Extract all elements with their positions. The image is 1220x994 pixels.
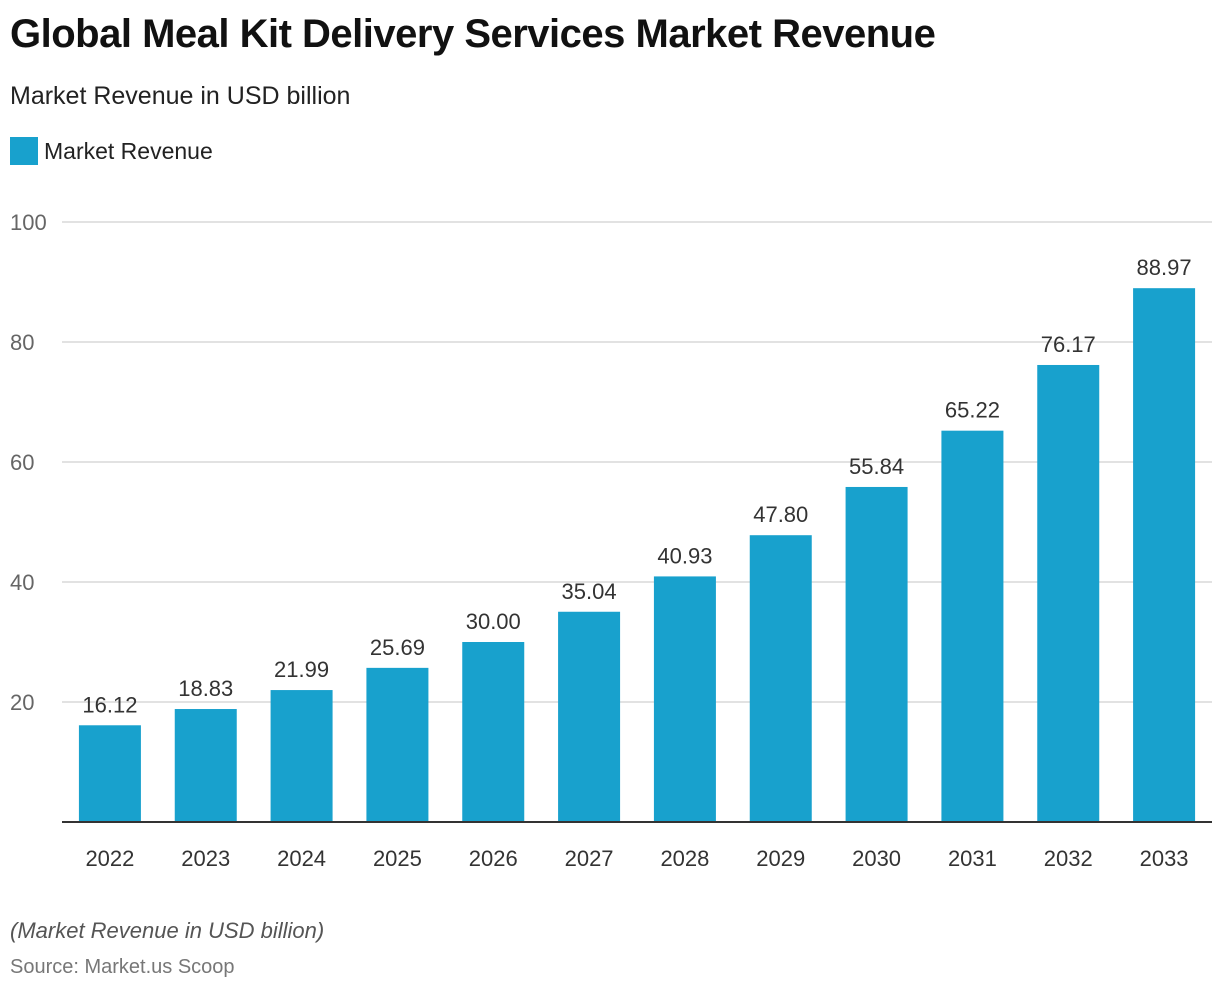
bar bbox=[462, 642, 525, 822]
data-label: 88.97 bbox=[1137, 255, 1192, 280]
data-label: 30.00 bbox=[466, 609, 521, 634]
chart-title: Global Meal Kit Delivery Services Market… bbox=[10, 12, 936, 56]
x-tick-label: 2029 bbox=[756, 846, 805, 871]
bar bbox=[653, 576, 716, 822]
bar bbox=[174, 709, 237, 822]
y-tick-label: 80 bbox=[10, 330, 34, 355]
bar bbox=[941, 430, 1004, 822]
x-tick-label: 2025 bbox=[373, 846, 422, 871]
legend: Market Revenue bbox=[10, 137, 213, 165]
y-tick-label: 20 bbox=[10, 690, 34, 715]
bar bbox=[78, 725, 141, 822]
data-label: 55.84 bbox=[849, 454, 904, 479]
x-tick-label: 2023 bbox=[181, 846, 230, 871]
bar bbox=[1037, 364, 1100, 822]
footnote: (Market Revenue in USD billion) bbox=[10, 918, 325, 943]
x-tick-label: 2026 bbox=[469, 846, 518, 871]
data-label: 25.69 bbox=[370, 635, 425, 660]
data-label: 76.17 bbox=[1041, 332, 1096, 357]
y-tick-label: 100 bbox=[10, 210, 47, 235]
x-tick-label: 2031 bbox=[948, 846, 997, 871]
legend-swatch bbox=[10, 137, 38, 165]
x-tick-label: 2030 bbox=[852, 846, 901, 871]
bar bbox=[845, 486, 908, 822]
chart-subtitle: Market Revenue in USD billion bbox=[10, 82, 351, 110]
x-tick-label: 2022 bbox=[85, 846, 134, 871]
bar bbox=[1133, 288, 1196, 822]
x-tick-label: 2032 bbox=[1044, 846, 1093, 871]
y-tick-label: 40 bbox=[10, 570, 34, 595]
x-tick-label: 2027 bbox=[565, 846, 614, 871]
bar bbox=[366, 667, 429, 822]
data-label: 40.93 bbox=[657, 543, 712, 568]
data-label: 21.99 bbox=[274, 657, 329, 682]
data-label: 35.04 bbox=[562, 579, 617, 604]
bar bbox=[558, 611, 621, 822]
data-label: 16.12 bbox=[82, 692, 137, 717]
x-tick-label: 2033 bbox=[1140, 846, 1189, 871]
y-tick-label: 60 bbox=[10, 450, 34, 475]
data-label: 18.83 bbox=[178, 676, 233, 701]
bar bbox=[749, 535, 812, 822]
bar bbox=[270, 690, 333, 822]
data-label: 47.80 bbox=[753, 502, 808, 527]
x-tick-label: 2028 bbox=[660, 846, 709, 871]
x-tick-label: 2024 bbox=[277, 846, 326, 871]
source: Source: Market.us Scoop bbox=[10, 956, 235, 978]
data-label: 65.22 bbox=[945, 398, 1000, 423]
legend-label: Market Revenue bbox=[44, 137, 213, 164]
bar-chart: 20 40 60 80 100 16.12 2022 18.83 2023 21.99 2024 25… bbox=[10, 210, 1212, 871]
